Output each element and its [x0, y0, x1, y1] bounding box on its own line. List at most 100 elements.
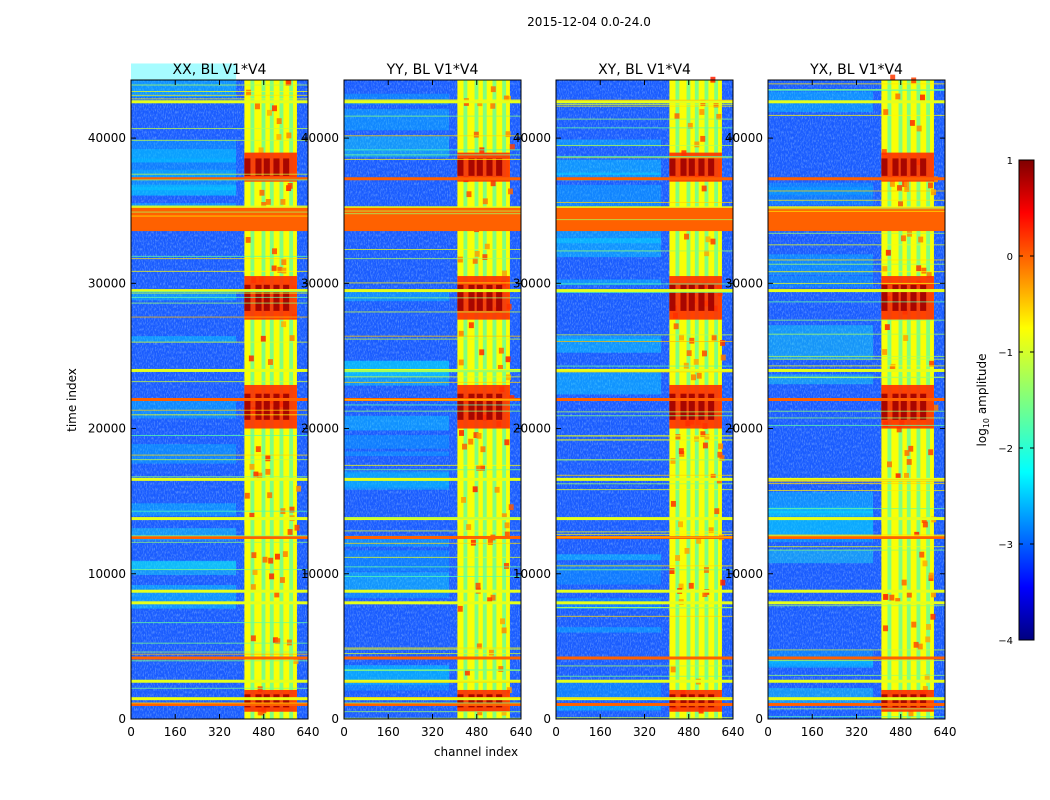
rfi-cell	[711, 334, 717, 341]
thin-row	[768, 508, 945, 510]
thin-row	[768, 424, 945, 426]
thin-row	[768, 708, 945, 710]
thin-row	[131, 215, 308, 217]
colorbar-tick-label: −1	[998, 348, 1013, 359]
rfi-cell	[897, 185, 903, 191]
rfi-cell	[468, 438, 474, 445]
thin-row	[131, 476, 308, 478]
thin-row	[556, 536, 733, 538]
y-tick-label: 0	[118, 712, 126, 726]
rfi-cell	[276, 134, 282, 140]
rfi-cell	[509, 144, 515, 150]
rfi-cell	[710, 238, 716, 245]
rfi-burst-core	[263, 694, 270, 708]
thin-row	[344, 282, 521, 284]
rfi-cell	[255, 446, 261, 453]
flagged-row	[344, 697, 521, 701]
x-tick-label: 160	[801, 725, 824, 739]
thin-row	[344, 376, 521, 378]
rfi-burst-core	[486, 158, 493, 176]
heatmap-patch	[344, 592, 450, 599]
rfi-burst-core	[496, 158, 503, 176]
rfi-burst-core	[698, 158, 705, 176]
rfi-cell	[882, 349, 888, 355]
heatmap-patch	[344, 360, 450, 386]
heatmap-patch	[768, 491, 874, 516]
rfi-burst-core	[476, 158, 483, 176]
heatmap-patch	[556, 279, 662, 286]
rfi-cell	[714, 508, 720, 515]
rfi-cell	[251, 552, 257, 559]
thin-row	[344, 115, 521, 117]
rfi-cell	[689, 337, 695, 344]
x-tick-label: 480	[252, 725, 275, 739]
thin-row	[556, 665, 733, 667]
rfi-cell	[504, 522, 510, 529]
rfi-cell	[889, 181, 895, 187]
thin-row	[768, 244, 945, 246]
rfi-cell	[286, 79, 292, 86]
thin-row	[556, 283, 733, 285]
figure-title: 2015-12-04 0.0-24.0	[527, 15, 651, 29]
flagged-row	[344, 679, 521, 683]
rfi-burst-core	[900, 158, 907, 176]
rfi-cell	[480, 464, 485, 471]
x-tick-label: 160	[589, 725, 612, 739]
heatmap-patch	[768, 182, 874, 195]
rfi-cell	[494, 486, 500, 493]
rfi-cell	[289, 335, 295, 342]
rfi-cell	[678, 448, 684, 454]
heatmap-patch	[556, 564, 662, 585]
x-axis-label: channel index	[434, 745, 518, 759]
x-tick-label: 320	[633, 725, 656, 739]
rfi-burst-core	[881, 284, 888, 311]
thin-row	[556, 531, 733, 533]
thin-row	[768, 333, 945, 335]
rfi-burst-core	[457, 393, 464, 420]
thin-row	[344, 248, 521, 250]
colorbar-label: log10 amplitude	[975, 354, 991, 447]
rfi-burst-core	[881, 694, 888, 708]
colorbar-tick-label: −3	[998, 540, 1013, 551]
y-tick-label: 40000	[725, 131, 763, 145]
rfi-cell	[679, 334, 685, 341]
thin-row	[344, 399, 521, 401]
heatmap-patch	[556, 335, 662, 341]
rfi-cell	[501, 270, 507, 277]
thin-row	[556, 105, 733, 107]
rfi-cell	[490, 180, 496, 187]
flagged-row	[556, 517, 733, 521]
thin-row	[768, 301, 945, 303]
heatmap-patch	[344, 550, 450, 572]
rfi-cell	[911, 621, 917, 628]
thin-row	[768, 89, 945, 91]
rfi-cell	[701, 185, 707, 192]
rfi-cell	[916, 265, 922, 272]
rfi-cell	[473, 131, 479, 138]
flagged-block	[768, 207, 945, 230]
rfi-cell	[487, 538, 493, 545]
flagged-row	[131, 656, 308, 660]
flagged-row	[556, 100, 733, 104]
rfi-cell	[498, 347, 504, 354]
rfi-burst-core	[263, 393, 270, 420]
heatmap-patch	[556, 705, 662, 712]
thin-row	[556, 201, 733, 203]
rfi-cell	[501, 513, 507, 520]
rfi-burst-core	[283, 158, 290, 176]
x-tick-label: 640	[297, 725, 320, 739]
heatmap-patch	[344, 666, 450, 691]
rfi-burst-core	[688, 284, 695, 311]
thin-row	[131, 541, 308, 543]
flagged-row	[556, 177, 733, 181]
rfi-cell	[883, 109, 889, 116]
thin-row	[344, 670, 521, 672]
flagged-row	[768, 589, 945, 593]
rfi-cell	[296, 485, 302, 492]
rfi-cell	[921, 267, 927, 274]
x-tick-label: 0	[127, 725, 135, 739]
rfi-burst-core	[468, 393, 475, 420]
rfi-cell	[476, 432, 482, 439]
y-tick-label: 20000	[513, 422, 551, 436]
heatmap-patch	[344, 435, 450, 449]
